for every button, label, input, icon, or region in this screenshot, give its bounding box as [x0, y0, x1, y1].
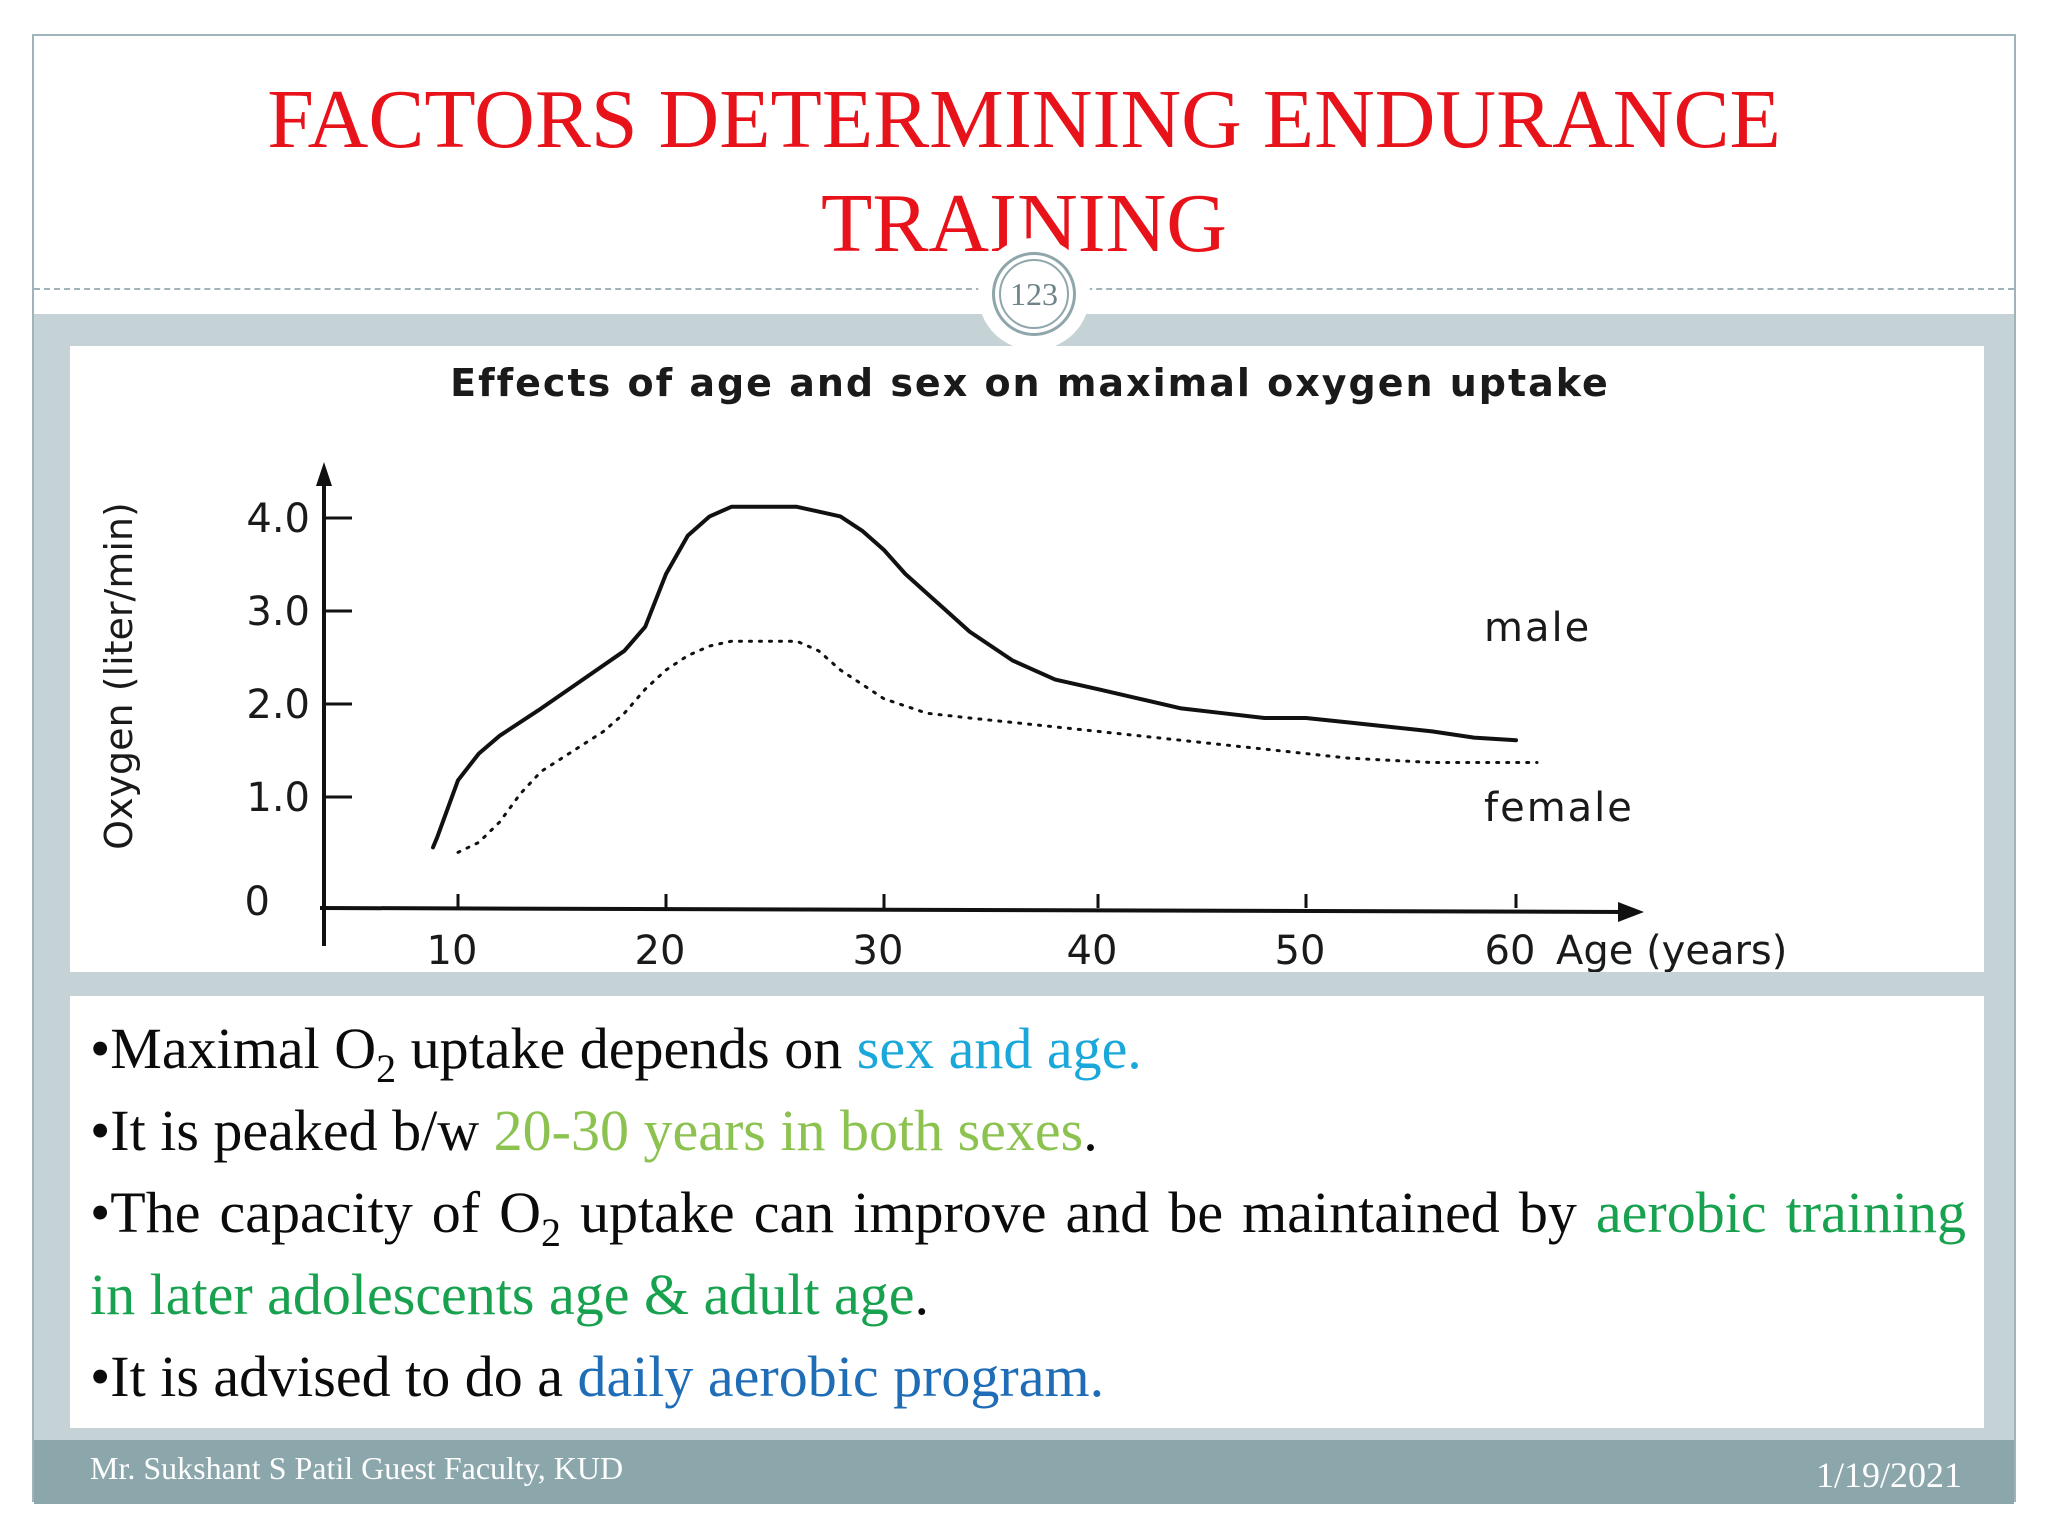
- slide-title: FACTORS DETERMINING ENDURANCE TRAINING: [267, 73, 1781, 270]
- footer-band: Mr. Sukshant S Patil Guest Faculty, KUD …: [34, 1440, 2014, 1504]
- bullet-text: •The capacity of O: [90, 1180, 542, 1245]
- subscript: 2: [376, 1046, 397, 1091]
- bullet-text: •Maximal O: [90, 1016, 377, 1081]
- bullet-text: uptake can improve and be maintained by: [561, 1180, 1596, 1245]
- bullet-text: •It is peaked b/w: [90, 1098, 494, 1163]
- subscript: 2: [541, 1210, 562, 1255]
- slide-number-ring: [992, 252, 1076, 336]
- highlight-text: 20-30 years in both sexes: [493, 1098, 1084, 1163]
- bullet-text: .: [914, 1262, 930, 1327]
- bullet-text: uptake depends on: [396, 1016, 857, 1081]
- bullet-2: •It is peaked b/w 20-30 years in both se…: [90, 1090, 1966, 1172]
- highlight-text: daily aerobic program.: [577, 1344, 1105, 1409]
- bullet-text: •It is advised to do a: [90, 1344, 578, 1409]
- bullet-3: •The capacity of O2 uptake can improve a…: [90, 1172, 1966, 1336]
- slide: FACTORS DETERMINING ENDURANCE TRAINING 1…: [32, 34, 2016, 1504]
- chart-ticks: 0 1.0 2.0 3.0 4.0 10 20 30 40 50 60 Age (years): [245, 496, 1788, 972]
- x-tick-label: 50: [1275, 928, 1326, 972]
- x-tick-label: 40: [1067, 928, 1118, 972]
- y-tick-label: 2.0: [246, 682, 310, 728]
- series-label-female: female: [1484, 785, 1634, 831]
- chart-title: Effects of age and sex on maximal oxygen…: [450, 361, 1610, 405]
- footer-date: 1/19/2021: [1815, 1455, 1962, 1495]
- x-tick-label: 60: [1485, 928, 1536, 972]
- series-line-male: [431, 504, 1518, 850]
- y-tick-label: 3.0: [246, 589, 310, 635]
- x-axis-label: Age (years): [1556, 928, 1787, 972]
- footer-author: Mr. Sukshant S Patil Guest Faculty, KUD: [90, 1450, 624, 1486]
- y-tick-label: 0: [245, 879, 270, 925]
- bullet-1: •Maximal O2 uptake depends on sex and ag…: [90, 1008, 1966, 1090]
- chart-annotations: male female: [1484, 605, 1634, 831]
- x-axis-arrow: [1618, 902, 1644, 922]
- highlight-text: aerobic training in later adolescents ag…: [90, 1180, 1967, 1327]
- x-tick-label: 10: [427, 928, 478, 972]
- x-axis-line: [319, 906, 1631, 914]
- highlight-text: sex and age.: [856, 1016, 1142, 1081]
- bullet-list: •Maximal O2 uptake depends on sex and ag…: [90, 1008, 1966, 1418]
- series-line-female: [456, 639, 1539, 854]
- bullet-text-box: •Maximal O2 uptake depends on sex and ag…: [70, 996, 1984, 1428]
- y-axis-label: Oxygen (liter/min): [97, 502, 141, 850]
- x-tick-label: 20: [635, 928, 686, 972]
- chart-figure: Effects of age and sex on maximal oxygen…: [70, 346, 1984, 972]
- series-label-male: male: [1484, 605, 1591, 651]
- x-tick-label: 30: [853, 928, 904, 972]
- y-axis-arrow: [316, 462, 332, 486]
- y-tick-label: 1.0: [246, 775, 310, 821]
- slide-number: 123: [1010, 276, 1058, 312]
- oxygen-uptake-chart: Effects of age and sex on maximal oxygen…: [97, 361, 1788, 972]
- bullet-4: •It is advised to do a daily aerobic pro…: [90, 1336, 1966, 1418]
- chart-series: [431, 504, 1539, 854]
- y-tick-label: 4.0: [246, 496, 310, 542]
- chart-axes: [316, 462, 1644, 946]
- bullet-text: .: [1083, 1098, 1098, 1163]
